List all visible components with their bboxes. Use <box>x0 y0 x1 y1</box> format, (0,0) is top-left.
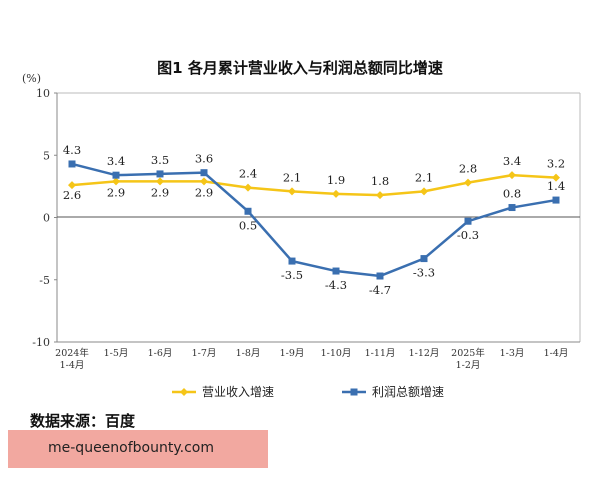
chart-title: 图1 各月累计营业收入与利润总额同比增速 <box>157 59 443 77</box>
data-point <box>200 177 208 186</box>
data-point <box>244 183 252 192</box>
data-label: 3.4 <box>107 154 125 168</box>
data-point <box>68 181 76 190</box>
series-layer: 2.6 2.9 2.9 2.9 2.4 2.1 1.9 1.8 2.1 2.8 3.4 3.2 4.3 3… <box>63 143 565 297</box>
data-label: -0.3 <box>457 228 479 242</box>
data-label: 2.9 <box>195 185 213 199</box>
data-label: 2.4 <box>239 167 257 181</box>
x-tick-labels: 2024年 1-4月 1-5月 1-6月 1-7月 1-8月 1-9月 1-10月 1-11月 1… <box>55 347 568 371</box>
data-point <box>200 169 208 177</box>
data-point <box>508 204 516 212</box>
x-tick-label: 1-6月 <box>148 348 173 359</box>
legend-label: 营业收入增速 <box>202 385 274 399</box>
x-tick-label: 1-3月 <box>500 348 525 359</box>
data-label: -3.5 <box>281 268 303 282</box>
x-tick-label: 1-8月 <box>236 348 261 359</box>
y-tick-label: 0 <box>43 212 50 225</box>
data-label: 0.5 <box>239 218 257 232</box>
y-unit-label: (%) <box>22 72 41 85</box>
data-point <box>376 272 384 280</box>
data-label: 2.1 <box>283 170 301 184</box>
data-label: -4.3 <box>325 278 347 292</box>
legend-label: 利润总额增速 <box>372 385 444 399</box>
data-label: 2.1 <box>415 170 433 184</box>
data-label: 2.9 <box>107 185 125 199</box>
watermark-banner: me-queenofbounty.com <box>8 430 268 468</box>
x-tick-label: 2025年 1-2月 <box>451 347 485 371</box>
legend-swatch-marker <box>350 388 358 396</box>
data-label: -3.3 <box>413 266 435 280</box>
data-label: 2.8 <box>459 162 477 176</box>
data-point <box>332 189 340 198</box>
data-label: 1.8 <box>371 174 389 188</box>
x-tick-label: 1-7月 <box>192 348 217 359</box>
data-label: 3.5 <box>151 153 169 167</box>
watermark-text: me-queenofbounty.com <box>48 440 214 456</box>
legend-swatch-marker <box>180 388 188 396</box>
data-label: 3.4 <box>503 154 521 168</box>
data-label: 2.9 <box>151 185 169 199</box>
data-point <box>332 267 340 275</box>
x-tick-label: 1-4月 <box>544 348 569 359</box>
data-label: -4.7 <box>369 283 391 297</box>
data-point <box>112 177 120 186</box>
x-tick-label: 1-12月 <box>409 348 440 359</box>
data-label: 3.2 <box>547 157 565 171</box>
data-point <box>552 173 560 182</box>
data-label: 2.6 <box>63 188 81 202</box>
data-label: 4.3 <box>63 143 81 157</box>
y-tick-label: 5 <box>43 149 50 162</box>
data-point <box>464 178 472 187</box>
data-point <box>244 207 252 215</box>
data-source-label: 数据来源：百度 <box>30 412 136 430</box>
data-point <box>156 177 164 186</box>
data-point <box>156 170 164 178</box>
data-label: 1.9 <box>327 173 345 187</box>
data-point <box>420 187 428 196</box>
x-tick-label: 1-10月 <box>321 348 352 359</box>
data-label: 1.4 <box>547 179 565 193</box>
y-tick-label: -5 <box>39 274 50 287</box>
series-0: 2.6 2.9 2.9 2.9 2.4 2.1 1.9 1.8 2.1 2.8 3.4 3.2 <box>63 154 565 202</box>
data-point <box>288 187 296 196</box>
legend-item: 利润总额增速 <box>342 385 444 399</box>
data-point <box>464 217 472 225</box>
series-line <box>71 162 557 278</box>
series-1: 4.3 3.4 3.5 3.6 0.5 -3.5 -4.3 -4.7 -3.3 -0.3 0.8 1.… <box>63 143 565 297</box>
data-point <box>68 160 76 168</box>
y-tick-labels: 10 5 0 -5 -10 <box>32 87 57 349</box>
series-line <box>71 173 557 197</box>
data-point <box>288 257 296 265</box>
data-point <box>552 196 560 204</box>
data-label: 3.6 <box>195 152 213 166</box>
x-tick-label: 1-9月 <box>280 348 305 359</box>
x-tick-label: 1-11月 <box>365 348 396 359</box>
y-tick-label: -10 <box>32 336 50 349</box>
data-label: 0.8 <box>503 187 521 201</box>
data-point <box>376 191 384 200</box>
legend-item: 营业收入增速 <box>172 385 274 399</box>
data-point <box>420 255 428 263</box>
y-tick-label: 10 <box>36 87 50 100</box>
x-tick-label: 2024年 1-4月 <box>55 347 89 371</box>
data-point <box>112 171 120 179</box>
x-tick-label: 1-5月 <box>104 348 129 359</box>
data-point <box>508 171 516 180</box>
legend: 营业收入增速 利润总额增速 <box>172 385 444 399</box>
